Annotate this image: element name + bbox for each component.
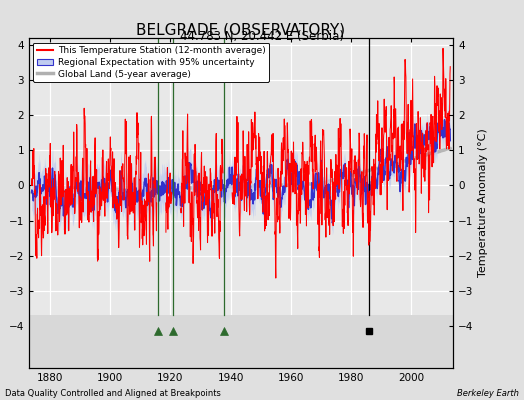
Text: 44.783 N, 20.442 E (Serbia): 44.783 N, 20.442 E (Serbia) [180,30,344,43]
Title: BELGRADE (OBSERVATORY): BELGRADE (OBSERVATORY) [136,23,346,38]
Legend: This Temperature Station (12-month average), Regional Expectation with 95% uncer: This Temperature Station (12-month avera… [34,42,269,82]
Y-axis label: Temperature Anomaly (°C): Temperature Anomaly (°C) [478,129,488,277]
Text: Berkeley Earth: Berkeley Earth [457,389,519,398]
Text: Data Quality Controlled and Aligned at Breakpoints: Data Quality Controlled and Aligned at B… [5,389,221,398]
Bar [29,315,453,368]
